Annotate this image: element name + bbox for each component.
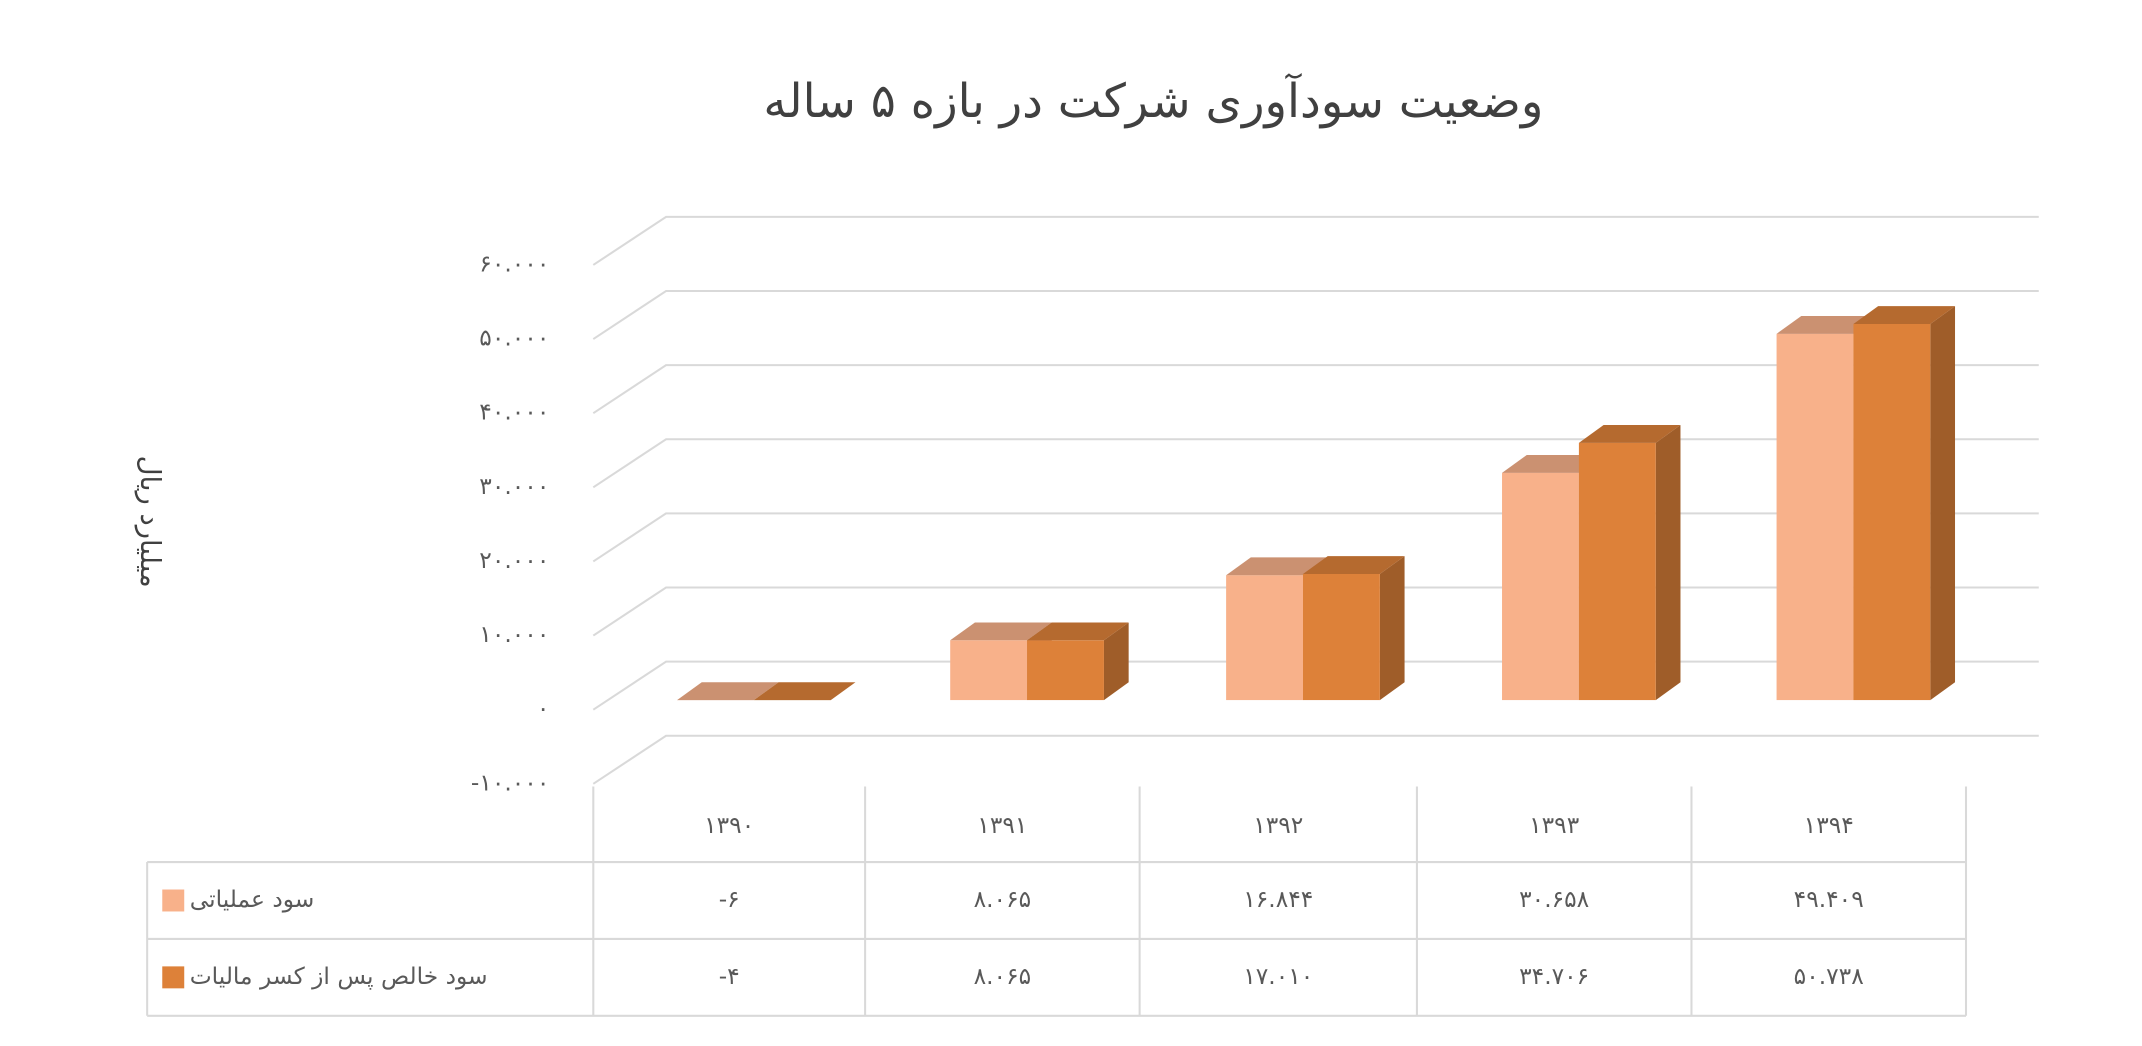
x-tick-label: ۱۳۹۴ <box>1804 811 1854 839</box>
bar-top <box>1027 622 1129 641</box>
bar-top <box>1853 306 1956 324</box>
table-value: ۸.۰۶۵ <box>974 885 1032 913</box>
bar-front <box>950 640 1028 701</box>
bar-top <box>1776 315 1879 334</box>
table-value: ۸.۰۶۵ <box>974 962 1032 990</box>
bar-front <box>1027 640 1104 701</box>
bar-side <box>1379 556 1405 701</box>
y-tick-label: ۲۰.۰۰۰ <box>479 546 549 574</box>
grid-line <box>592 215 2039 266</box>
y-tick-label: ۵۰.۰۰۰ <box>479 324 549 352</box>
chart-title: وضعیت سودآوری شرکت در بازه ۵ ساله <box>763 72 1543 129</box>
legend-swatch <box>162 966 185 989</box>
table-value: ۳۴.۷۰۶ <box>1519 962 1589 990</box>
table-value: ۱۷.۰۱۰ <box>1243 962 1313 990</box>
table-value: ۵۰.۷۳۸ <box>1794 962 1864 990</box>
y-axis-label: میلیارد ریال <box>134 456 165 588</box>
bar-top <box>1302 556 1405 574</box>
grid-line <box>592 289 2039 340</box>
bar <box>1853 306 1956 701</box>
bar-top <box>950 622 1052 641</box>
bar-top <box>1578 424 1681 443</box>
bar <box>1027 622 1129 701</box>
bar <box>1578 424 1681 701</box>
bar-side <box>830 682 856 701</box>
y-tick-label: ۰ <box>537 694 550 722</box>
grid-line <box>592 364 2039 415</box>
legend-swatch <box>162 889 185 912</box>
x-tick-label: ۱۳۹۱ <box>977 811 1027 839</box>
y-tick-label: ۱۰.۰۰۰ <box>479 620 549 648</box>
bar-front <box>1502 472 1579 701</box>
x-tick-label: ۱۳۹۰ <box>704 811 754 839</box>
legend-label: سود عملیاتی <box>190 885 315 913</box>
bar-top <box>677 682 779 701</box>
bar-front <box>1776 333 1854 701</box>
bar-front <box>1226 575 1303 701</box>
table-value: ۴۹.۴۰۹ <box>1794 885 1864 913</box>
bar-side <box>1655 424 1681 701</box>
y-tick-label: -۱۰.۰۰۰ <box>471 768 549 796</box>
table-value: -۶ <box>719 885 740 913</box>
table-value: -۴ <box>719 962 740 990</box>
bar-side <box>1103 622 1129 701</box>
y-tick-label: ۳۰.۰۰۰ <box>479 472 549 500</box>
table-value: ۳۰.۶۵۸ <box>1519 885 1589 913</box>
legend-label: سود خالص پس از کسر مالیات <box>190 962 488 990</box>
bar-top <box>1226 557 1328 576</box>
x-tick-label: ۱۳۹۳ <box>1529 811 1579 839</box>
grid-line <box>592 734 2039 785</box>
bar-top <box>1502 454 1604 473</box>
bar-front <box>1302 573 1380 701</box>
bar-front <box>1853 323 1931 701</box>
bar-top <box>753 682 856 701</box>
x-tick-label: ۱۳۹۲ <box>1253 811 1303 839</box>
grid-line <box>592 438 2039 489</box>
bar <box>753 682 856 701</box>
bar-front <box>1578 442 1656 701</box>
table-value: ۱۶.۸۴۴ <box>1243 885 1313 913</box>
bar <box>1302 556 1405 701</box>
y-tick-label: ۶۰.۰۰۰ <box>479 249 549 277</box>
bar-side <box>1930 306 1956 701</box>
y-tick-label: ۴۰.۰۰۰ <box>479 398 549 426</box>
